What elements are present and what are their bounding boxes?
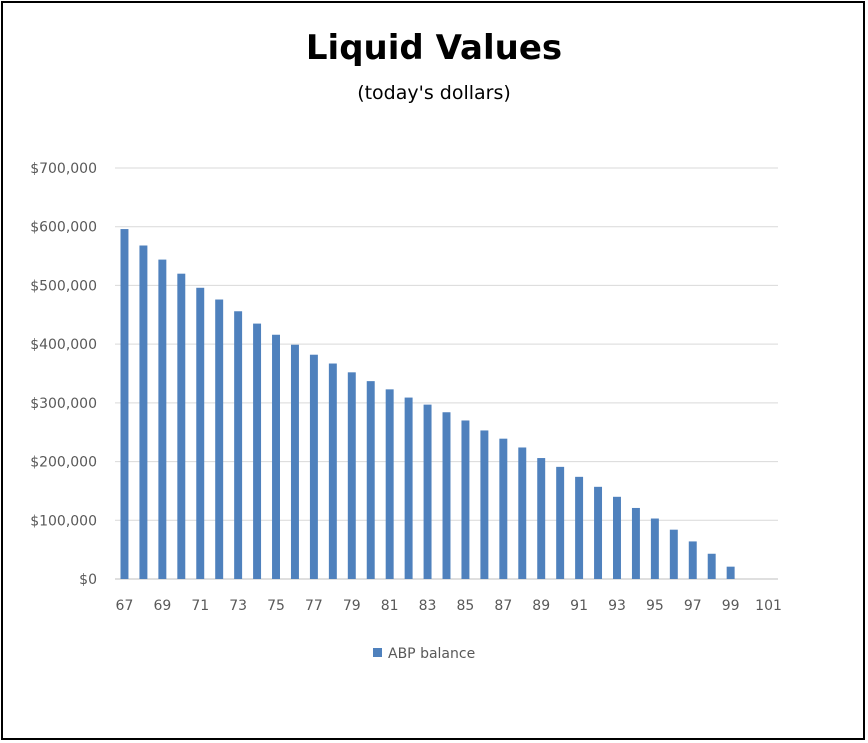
bar xyxy=(366,381,375,579)
bar xyxy=(461,420,470,579)
bar xyxy=(669,529,678,579)
y-axis-tick-labels: $0 $100,000 $200,000 $300,000 $400,000 $500,0… xyxy=(30,161,97,588)
bar xyxy=(234,311,243,579)
bar xyxy=(139,245,148,579)
bar xyxy=(594,486,603,579)
x-tick-label: 101 xyxy=(755,598,782,614)
bar xyxy=(253,323,262,579)
bar xyxy=(215,299,224,579)
bar xyxy=(613,496,621,579)
x-tick-label: 95 xyxy=(646,598,664,614)
bar xyxy=(272,334,280,579)
bar xyxy=(556,466,565,579)
x-tick-label: 73 xyxy=(229,598,247,614)
x-tick-label: 89 xyxy=(532,598,550,614)
x-tick-label: 83 xyxy=(419,598,437,614)
legend-swatch xyxy=(373,648,382,657)
bar xyxy=(385,389,394,579)
bar xyxy=(707,553,716,579)
bar xyxy=(404,397,413,579)
bar xyxy=(518,447,527,579)
bar xyxy=(196,287,205,579)
y-tick-label: $200,000 xyxy=(30,455,97,471)
y-tick-label: $700,000 xyxy=(30,161,97,177)
bar xyxy=(537,458,546,579)
bar xyxy=(309,354,318,579)
legend-label: ABP balance xyxy=(388,646,475,662)
x-tick-label: 79 xyxy=(343,598,361,614)
bar xyxy=(726,566,735,579)
y-tick-label: $600,000 xyxy=(30,220,97,236)
bar xyxy=(158,259,167,579)
bar xyxy=(328,363,337,579)
bar xyxy=(177,273,186,579)
x-tick-label: 67 xyxy=(116,598,134,614)
bar xyxy=(290,344,299,579)
x-tick-label: 97 xyxy=(684,598,702,614)
y-tick-label: $0 xyxy=(79,572,97,588)
x-tick-label: 87 xyxy=(494,598,512,614)
chart-subtitle: (today's dollars) xyxy=(357,82,511,104)
bar xyxy=(650,518,659,579)
x-tick-label: 75 xyxy=(267,598,285,614)
x-tick-label: 81 xyxy=(381,598,399,614)
x-tick-label: 85 xyxy=(457,598,475,614)
bar xyxy=(442,412,451,579)
x-tick-label: 91 xyxy=(570,598,588,614)
legend: ABP balance xyxy=(373,646,475,662)
bar xyxy=(120,229,129,579)
bar-series xyxy=(120,229,735,579)
bar xyxy=(688,541,697,579)
x-tick-label: 71 xyxy=(191,598,209,614)
y-tick-label: $400,000 xyxy=(30,337,97,353)
bar xyxy=(631,507,640,579)
chart-title: Liquid Values xyxy=(305,28,563,68)
y-tick-label: $100,000 xyxy=(30,513,97,529)
x-tick-label: 77 xyxy=(305,598,323,614)
gridlines xyxy=(115,167,778,580)
bar xyxy=(575,476,584,579)
bar xyxy=(480,430,489,579)
bar xyxy=(499,438,508,579)
y-tick-label: $500,000 xyxy=(30,278,97,294)
bar xyxy=(423,404,432,579)
y-tick-label: $300,000 xyxy=(30,396,97,412)
x-tick-label: 93 xyxy=(608,598,626,614)
x-axis-tick-labels: 67 69 71 73 75 77 79 81 83 85 87 89 91 93 95 97 99 101 xyxy=(116,598,782,614)
bar xyxy=(347,372,356,579)
x-tick-label: 69 xyxy=(153,598,171,614)
x-tick-label: 99 xyxy=(722,598,740,614)
